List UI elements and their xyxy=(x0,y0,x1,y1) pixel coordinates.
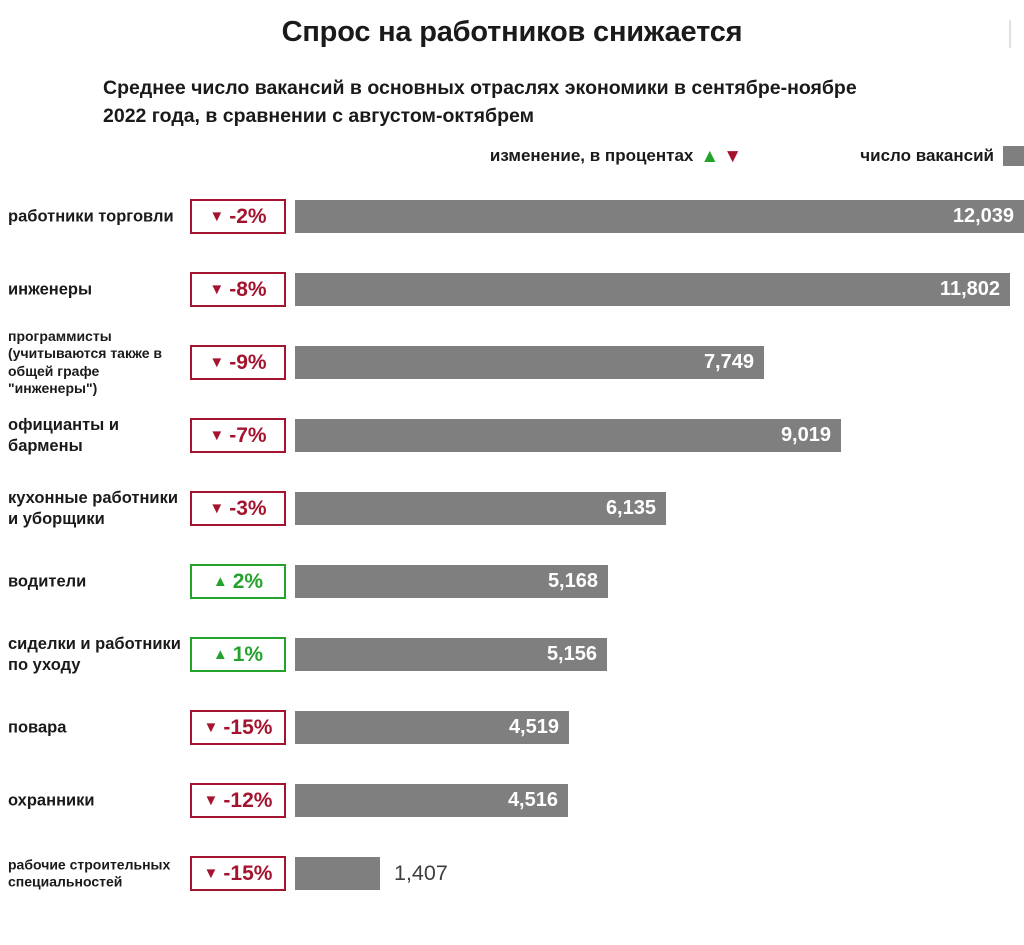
change-value: -12% xyxy=(223,788,273,812)
chart-row: инженеры ▼ -8% 11,802 xyxy=(0,272,1024,307)
triangle-up-icon: ▲ xyxy=(700,145,720,167)
vacancy-bar: 7,749 xyxy=(295,346,764,379)
change-value: -3% xyxy=(229,496,267,520)
change-badge: ▼ -3% xyxy=(190,491,286,526)
vacancy-value-label: 9,019 xyxy=(780,424,831,446)
change-badge: ▲ 1% xyxy=(190,637,286,672)
change-badge: ▼ -15% xyxy=(190,710,286,745)
change-value: 1% xyxy=(232,642,264,666)
change-triangle-icon: ▼ xyxy=(203,792,219,809)
category-label: сиделки и работники по уходу xyxy=(8,634,181,674)
category-label: официанты и бармены xyxy=(8,415,119,455)
vacancy-bar: 5,156 xyxy=(295,638,607,671)
vacancy-value-label: 6,135 xyxy=(605,497,656,519)
vacancy-bar: 5,168 xyxy=(295,565,608,598)
category-label: инженеры xyxy=(8,280,93,298)
chart-row: водители ▲ 2% 5,168 xyxy=(0,564,1024,599)
category-label: охранники xyxy=(8,791,95,809)
legend-count-label: число вакансий xyxy=(860,146,994,165)
change-value: -15% xyxy=(223,715,273,739)
edge-artifact-line xyxy=(1009,20,1011,48)
chart-row: охранники ▼ -12% 4,516 xyxy=(0,783,1024,818)
chart-row: сиделки и работники по уходу ▲ 1% 5,156 xyxy=(0,635,1024,674)
chart-row: повара ▼ -15% 4,519 xyxy=(0,710,1024,745)
category-label: программисты (учитываются также в общей … xyxy=(8,327,162,397)
vacancy-value-label: 7,749 xyxy=(703,351,754,373)
vacancy-bar: 4,519 xyxy=(295,711,569,744)
category-label: кухонные работники и уборщики xyxy=(8,488,178,528)
change-value: 2% xyxy=(232,569,264,593)
chart-row: рабочие строительных специальностей ▼ -1… xyxy=(0,856,1024,891)
change-badge: ▼ -15% xyxy=(190,856,286,891)
change-value: -15% xyxy=(223,861,273,885)
vacancy-bar: 1,407 xyxy=(295,857,448,890)
vacancy-value-label: 5,168 xyxy=(547,570,598,592)
change-triangle-icon: ▼ xyxy=(209,354,225,371)
change-value: -8% xyxy=(229,277,267,301)
vacancy-bar: 12,039 xyxy=(295,200,1024,233)
triangle-down-icon: ▼ xyxy=(723,145,742,167)
change-badge: ▼ -12% xyxy=(190,783,286,818)
change-badge: ▼ -8% xyxy=(190,272,286,307)
vacancy-value-label: 5,156 xyxy=(546,643,597,665)
legend-change-label: изменение, в процентах xyxy=(489,146,694,165)
vacancy-value-label: 4,516 xyxy=(507,789,558,811)
change-value: -9% xyxy=(229,350,267,374)
change-value: -2% xyxy=(229,204,267,228)
change-triangle-icon: ▲ xyxy=(212,573,228,590)
legend-count: число вакансий xyxy=(860,146,1024,166)
chart-subtitle: Среднее число вакансий в основных отрасл… xyxy=(103,77,857,127)
chart-row: кухонные работники и уборщики ▼ -3% 6,13… xyxy=(0,489,1024,528)
change-value: -7% xyxy=(229,423,267,447)
change-badge: ▼ -2% xyxy=(190,199,286,234)
vacancy-bar: 4,516 xyxy=(295,784,568,817)
vacancy-value-label: 11,802 xyxy=(939,278,1000,300)
vacancy-value-label: 12,039 xyxy=(952,205,1014,227)
chart-row: программисты (учитываются также в общей … xyxy=(0,328,1024,396)
vacancy-bar: 9,019 xyxy=(295,419,841,452)
change-triangle-icon: ▼ xyxy=(209,427,225,444)
category-label: рабочие строительных специальностей xyxy=(8,856,171,890)
category-label: водители xyxy=(8,572,87,590)
bar-color-swatch-icon xyxy=(1003,146,1024,166)
vacancy-value-label: 1,407 xyxy=(394,861,448,885)
legend-change: изменение, в процентах ▲ ▼ xyxy=(490,146,742,166)
chart-title: Спрос на работников снижается xyxy=(281,16,743,48)
change-triangle-icon: ▼ xyxy=(209,208,225,225)
chart-row: официанты и бармены ▼ -7% 9,019 xyxy=(0,416,1024,455)
vacancy-bar: 6,135 xyxy=(295,492,666,525)
change-triangle-icon: ▼ xyxy=(203,719,219,736)
change-triangle-icon: ▼ xyxy=(209,281,225,298)
category-label: работники торговли xyxy=(8,207,174,225)
category-label: повара xyxy=(8,718,67,736)
vacancy-value-label: 4,519 xyxy=(508,716,559,738)
change-badge: ▼ -9% xyxy=(190,345,286,380)
change-badge: ▼ -7% xyxy=(190,418,286,453)
vacancy-bar: 11,802 xyxy=(295,273,1010,306)
change-triangle-icon: ▲ xyxy=(212,646,228,663)
change-triangle-icon: ▼ xyxy=(203,865,219,882)
chart-row: работники торговли ▼ -2% 12,039 xyxy=(0,199,1024,234)
change-badge: ▲ 2% xyxy=(190,564,286,599)
change-triangle-icon: ▼ xyxy=(209,500,225,517)
